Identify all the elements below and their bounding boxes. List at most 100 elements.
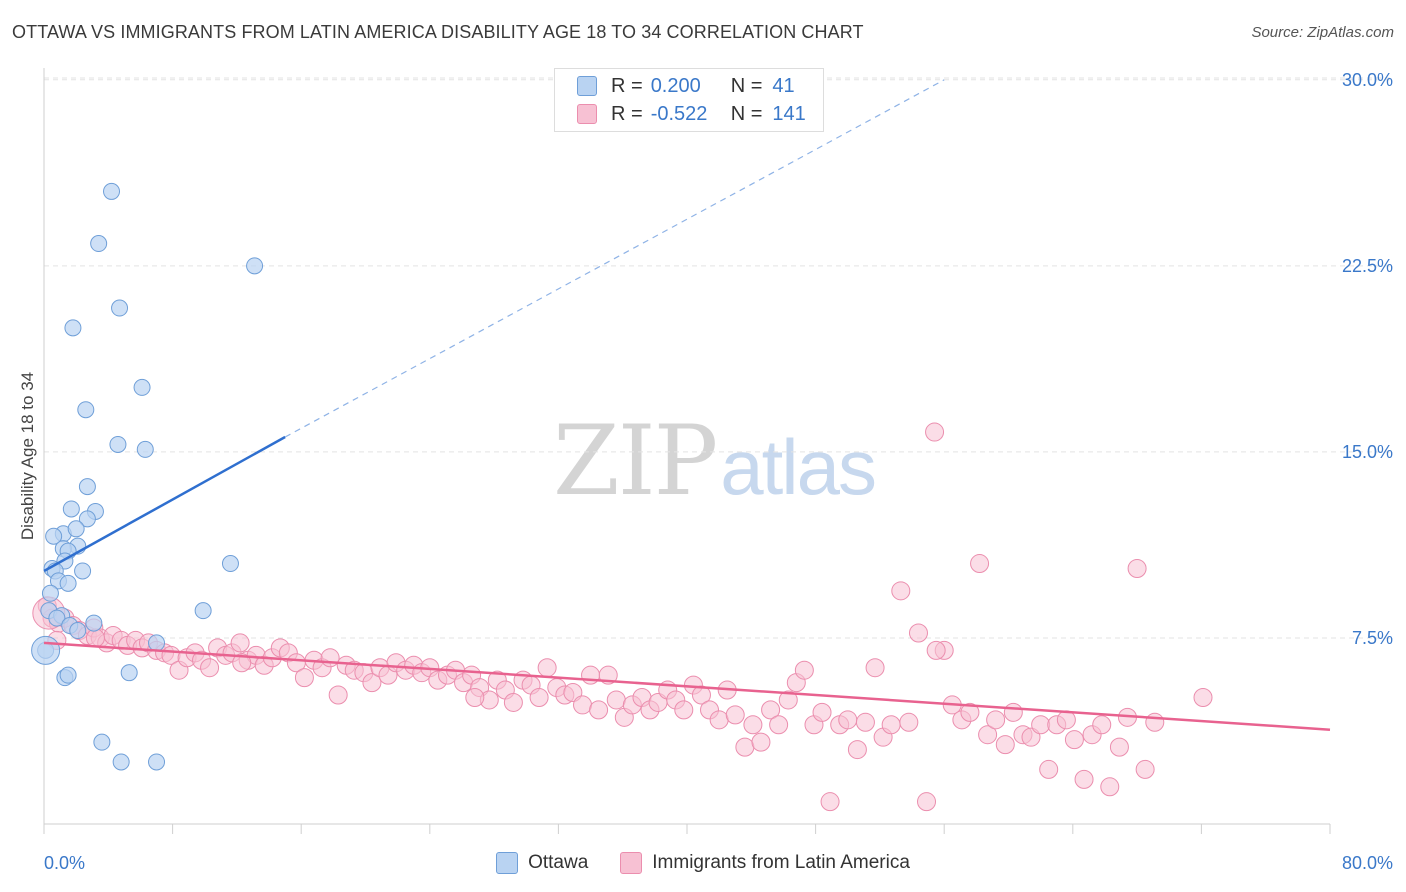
- ottawa-n-label: N =: [730, 74, 763, 97]
- latam-swatch: [577, 104, 597, 124]
- latam-point: [465, 687, 485, 707]
- latam-point: [1039, 759, 1059, 779]
- latam-point: [328, 685, 348, 705]
- latam-point: [1193, 687, 1213, 707]
- ottawa-point: [78, 510, 96, 528]
- latam-point: [1135, 759, 1155, 779]
- latam-point: [1092, 715, 1112, 735]
- source-label: Source: ZipAtlas.com: [1251, 24, 1394, 41]
- latam-point: [362, 673, 382, 693]
- ottawa-r-value: 0.200: [650, 74, 701, 97]
- latam-point: [1064, 730, 1084, 750]
- ottawa-trend-line: [43, 435, 286, 573]
- ottawa-point: [67, 520, 85, 538]
- latam-n-value: 141: [772, 102, 806, 125]
- ottawa-point: [246, 257, 264, 275]
- latam-point: [529, 687, 549, 707]
- watermark-zip: ZIP: [553, 405, 718, 517]
- latam-point: [85, 628, 105, 648]
- latam-point: [232, 653, 252, 673]
- ottawa-point: [85, 614, 103, 632]
- y-tick-label: 7.5%: [1352, 628, 1393, 648]
- latam-point: [691, 685, 711, 705]
- latam-point: [926, 640, 946, 660]
- latam-point: [960, 702, 980, 722]
- legend-row-ottawa: R = 0.200 N = 41: [577, 73, 795, 99]
- ottawa-point: [74, 562, 92, 580]
- ottawa-point: [69, 622, 87, 640]
- ottawa-n-value: 41: [772, 74, 795, 97]
- latam-point: [855, 712, 875, 732]
- latam-point: [881, 715, 901, 735]
- latam-point: [725, 705, 745, 725]
- y-axis-title: Disability Age 18 to 34: [18, 371, 37, 541]
- ottawa-point: [221, 555, 239, 573]
- ottawa-point: [111, 299, 129, 317]
- latam-point: [606, 690, 626, 710]
- latam-point: [1031, 715, 1051, 735]
- legend-row-latam: R = -0.522 N = 141: [577, 101, 806, 127]
- legend-series: Ottawa Immigrants from Latin America: [0, 852, 1406, 874]
- legend-latam-swatch: [620, 852, 643, 874]
- latam-point: [917, 792, 937, 812]
- latam-point: [743, 715, 763, 735]
- ottawa-point: [109, 435, 127, 453]
- latam-point: [1145, 712, 1165, 732]
- ottawa-point: [148, 634, 166, 652]
- latam-point: [674, 700, 694, 720]
- latam-point: [761, 700, 781, 720]
- latam-point: [200, 658, 220, 678]
- ottawa-point: [133, 378, 151, 396]
- latam-point: [537, 658, 557, 678]
- latam-point: [778, 690, 798, 710]
- latam-r-label: R =: [611, 102, 643, 125]
- legend-ottawa-label: Ottawa: [528, 852, 589, 873]
- latam-r-value: -0.522: [650, 102, 708, 125]
- latam-point: [820, 792, 840, 812]
- latam-point: [735, 737, 755, 757]
- latam-point: [847, 740, 867, 760]
- latam-point: [1003, 702, 1023, 722]
- ottawa-point: [48, 609, 66, 627]
- y-tick-label: 22.5%: [1342, 256, 1393, 276]
- ottawa-point: [78, 478, 96, 496]
- latam-point: [970, 554, 990, 574]
- ottawa-swatch: [577, 76, 597, 96]
- legend-item-latam: Immigrants from Latin America: [620, 852, 910, 874]
- legend-stats: R = 0.200 N = 41 R = -0.522 N = 141: [554, 68, 824, 132]
- ottawa-point: [59, 574, 77, 592]
- latam-point: [589, 700, 609, 720]
- latam-point: [978, 725, 998, 745]
- x-tick-label-min: 0.0%: [44, 853, 85, 873]
- ottawa-point: [103, 182, 121, 200]
- watermark-atlas: atlas: [720, 423, 877, 511]
- latam-point: [908, 623, 928, 643]
- latam-point: [1127, 558, 1147, 578]
- latam-point: [573, 695, 593, 715]
- ottawa-point: [136, 440, 154, 458]
- latam-point: [899, 712, 919, 732]
- ottawa-point: [77, 401, 95, 419]
- ottawa-point: [59, 666, 77, 684]
- latam-point: [769, 715, 789, 735]
- ottawa-point: [62, 500, 80, 518]
- latam-point: [320, 648, 340, 668]
- ottawa-point: [93, 733, 111, 751]
- latam-point: [865, 658, 885, 678]
- ottawa-point: [112, 753, 130, 771]
- latam-point: [1100, 777, 1120, 797]
- ottawa-point: [45, 527, 63, 545]
- chart-title: OTTAWA VS IMMIGRANTS FROM LATIN AMERICA …: [12, 22, 864, 42]
- latam-n-label: N =: [730, 102, 763, 125]
- latam-point: [1109, 737, 1129, 757]
- latam-point: [925, 422, 945, 442]
- ottawa-point-large: [31, 635, 61, 665]
- legend-item-ottawa: Ottawa: [496, 852, 588, 874]
- ottawa-point: [120, 664, 138, 682]
- latam-point: [838, 710, 858, 730]
- latam-point: [503, 692, 523, 712]
- latam-point: [812, 702, 832, 722]
- latam-point: [230, 633, 250, 653]
- legend-latam-label: Immigrants from Latin America: [652, 852, 910, 873]
